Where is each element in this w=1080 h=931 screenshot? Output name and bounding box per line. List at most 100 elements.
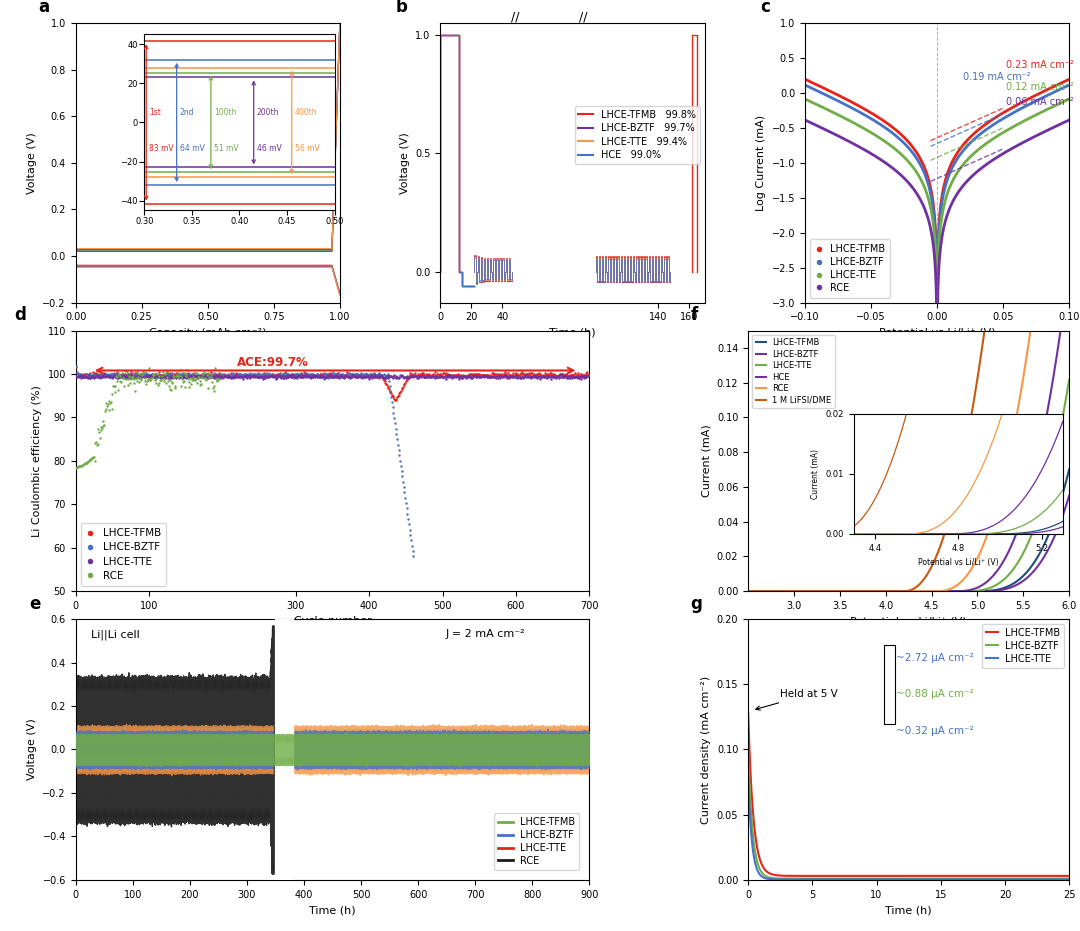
Point [134,368,151,383]
Point [571,369,589,384]
Point [311,367,328,382]
Point [111,368,129,383]
Point [521,369,538,384]
Point [166,368,184,383]
Point [174,371,191,385]
Point [409,367,427,382]
Point [362,369,379,384]
Point [162,367,179,382]
Point [386,411,403,425]
Point [499,365,516,380]
Point [131,368,148,383]
Point [561,370,578,385]
Point [314,368,332,383]
Point [148,367,165,382]
Point [70,459,87,474]
Point [252,368,269,383]
Point [132,371,149,385]
Point [185,366,202,381]
Point [138,373,156,388]
Point [325,370,342,385]
Point [279,369,296,384]
Point [475,368,492,383]
Point [444,371,461,385]
Point [361,368,378,383]
Point [92,368,109,383]
Point [89,367,106,382]
Point [354,369,372,384]
Point [399,371,416,386]
Point [489,369,507,384]
Point [403,533,420,547]
Point [129,364,146,379]
Point [478,369,496,384]
Point [93,369,110,384]
Point [145,369,162,384]
Point [453,368,470,383]
Point [175,374,192,389]
Point [356,367,374,382]
Point [343,367,361,382]
Point [218,368,235,383]
Point [370,369,388,384]
Point [107,369,124,384]
Point [163,375,180,390]
Legend: LHCE-TFMB, LHCE-BZTF, LHCE-TTE: LHCE-TFMB, LHCE-BZTF, LHCE-TTE [982,624,1064,668]
Point [430,368,447,383]
Point [127,371,145,385]
Point [295,369,312,384]
Point [315,365,333,380]
Point [476,368,494,383]
Point [534,370,551,385]
Point [166,370,184,385]
Point [243,366,260,381]
Point [219,368,237,383]
Point [348,368,365,383]
Point [122,372,139,387]
Point [542,368,559,383]
Point [457,370,474,385]
Point [72,371,90,385]
Point [476,370,494,385]
Point [426,368,443,383]
Point [391,386,408,401]
Point [287,369,305,384]
Point [80,367,97,382]
Point [124,369,141,384]
Point [205,369,222,384]
Point [417,370,434,385]
Point [542,367,559,382]
Point [111,370,129,385]
Point [234,371,252,386]
Point [318,367,335,382]
Point [375,372,392,387]
Point [268,371,285,385]
Point [193,369,211,384]
Point [233,369,251,384]
Point [437,370,455,385]
Point [217,368,234,383]
Point [76,368,93,383]
Point [338,368,355,383]
Point [164,369,181,384]
Point [395,485,413,500]
Point [260,369,278,384]
Point [562,371,579,385]
Point [372,370,389,385]
Point [293,366,310,381]
Point [199,369,216,384]
Point [237,366,254,381]
Point [469,366,486,381]
Point [315,367,333,382]
Point [318,368,335,383]
Point [313,368,330,383]
Point [305,370,322,385]
Point [336,368,353,383]
Point [240,368,257,383]
Point [387,393,404,408]
Point [76,366,93,381]
Point [235,369,253,384]
Point [126,365,144,380]
Point [238,369,255,384]
Point [125,371,143,386]
